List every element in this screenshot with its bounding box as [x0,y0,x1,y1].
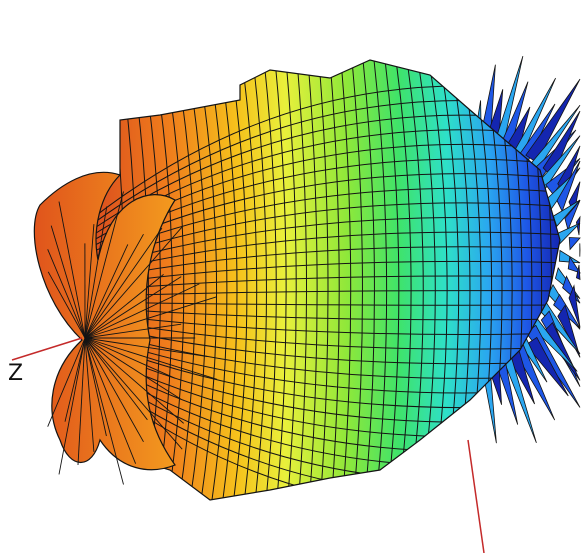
mesh-line-vertical [230,60,248,500]
cap-radial-line [84,337,124,485]
blue-spike [525,336,569,397]
cap-radial-line [84,337,208,357]
cap-radial-line [84,337,95,452]
cap-radial-line [84,191,124,339]
cap-radial-line [84,337,137,464]
vertical-axis-line [467,439,485,553]
mesh-line-vertical [296,60,308,500]
blue-spike [575,264,581,281]
z-axis-line [11,337,83,361]
mesh-line-vertical [285,60,297,500]
cap-radial-line [84,276,182,339]
mesh-line-vertical [362,60,375,500]
cap-radial-line [84,233,144,339]
cap-radial-line [84,226,183,339]
cap-radial-line [50,225,86,339]
cap-radial-line [84,337,182,400]
cap-radial-line [47,337,86,427]
cap-radial-line [47,249,86,339]
mesh-line-vertical [175,60,196,500]
cap-radial-line [84,337,183,450]
cap-radial-line [84,337,176,379]
blue-spike [567,255,581,274]
cap-radial-line [84,337,107,437]
cap-radial-line [58,201,86,339]
cap-radial-line [84,337,148,421]
cap-radial-line [84,224,95,339]
mesh-line-vertical [351,60,363,500]
mesh-line-vertical [274,60,287,500]
cap-radial-line [84,227,163,339]
mesh-line-vertical [373,60,388,500]
cap-radial-line [47,271,86,339]
z-axis-label: Z [8,361,23,386]
mesh-line-vertical [208,60,228,500]
blue-spike [564,199,581,232]
mesh-line-vertical [329,60,340,500]
mesh-line-vertical [197,60,218,500]
cap-radial-line [77,337,86,466]
blue-spike [568,284,581,328]
cap-radial-line [64,337,86,422]
mesh-line-vertical [384,60,400,500]
cap-radial-line [58,337,86,475]
cap-radial-line [84,337,144,443]
blue-spike [525,78,581,164]
cap-radial-line [84,323,182,339]
cap-radial-lines [47,191,218,485]
mesh-line-vertical [263,60,277,500]
cap-radial-line [84,274,164,339]
cap-radial-line [84,337,184,424]
blue-spike [556,160,581,213]
cap-radial-line [84,206,108,339]
cap-radial-line [84,337,218,380]
mesh-line-vertical [164,60,185,500]
orange-front-cap [33,171,176,471]
cap-radial-line [84,283,200,339]
mesh-line-vertical [307,60,318,500]
blue-spike [575,215,581,236]
mesh-line-vertical [186,60,207,500]
cap-radial-line [84,296,218,339]
mesh-line-vertical [318,60,329,500]
mesh-line-vertical [219,60,238,500]
cap-radial-line [84,244,129,339]
blue-spike [568,237,581,251]
